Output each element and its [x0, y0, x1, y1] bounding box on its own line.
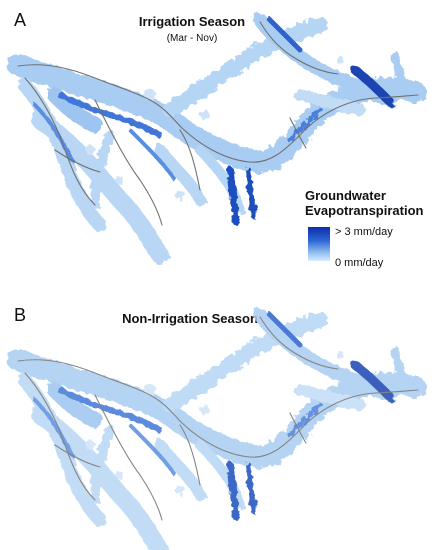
panel-a-subtitle: (Mar - Nov)	[166, 33, 218, 44]
panel-a-title: Irrigation Season	[138, 14, 246, 29]
map-b	[18, 315, 418, 550]
panel-b-letter: B	[14, 305, 27, 325]
panel-a-letter: A	[14, 10, 27, 30]
legend-color-ramp	[308, 227, 330, 261]
legend-title-line2: Evapotranspiration	[305, 203, 424, 218]
panel-b-title: Non-Irrigation Season	[122, 311, 258, 326]
legend-title: Groundwater Evapotranspiration	[305, 188, 423, 218]
map-a	[18, 20, 418, 255]
legend-title-line1: Groundwater	[305, 188, 386, 203]
legend-min-label: 0 mm/day	[335, 257, 384, 269]
legend-max-label: > 3 mm/day	[335, 226, 393, 238]
